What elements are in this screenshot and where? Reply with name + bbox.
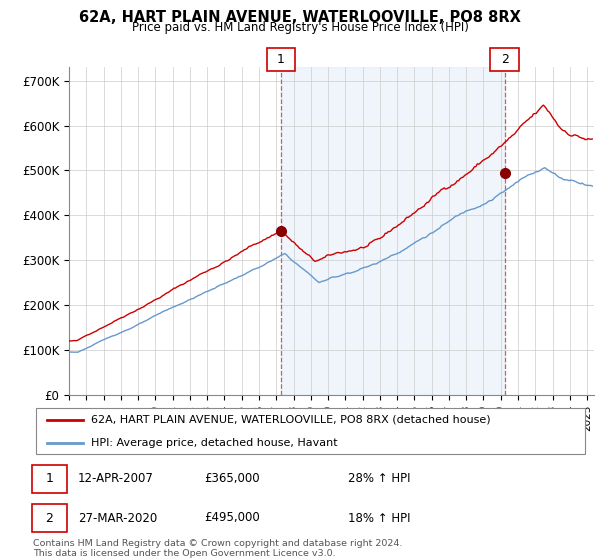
Text: 27-MAR-2020: 27-MAR-2020 [78, 511, 157, 525]
Text: 62A, HART PLAIN AVENUE, WATERLOOVILLE, PO8 8RX: 62A, HART PLAIN AVENUE, WATERLOOVILLE, P… [79, 10, 521, 25]
Text: 2: 2 [45, 511, 53, 525]
Text: 62A, HART PLAIN AVENUE, WATERLOOVILLE, PO8 8RX (detached house): 62A, HART PLAIN AVENUE, WATERLOOVILLE, P… [91, 414, 491, 424]
Text: £495,000: £495,000 [204, 511, 260, 525]
Text: Price paid vs. HM Land Registry's House Price Index (HPI): Price paid vs. HM Land Registry's House … [131, 21, 469, 34]
Text: 1: 1 [45, 472, 53, 486]
Text: 18% ↑ HPI: 18% ↑ HPI [348, 511, 410, 525]
Text: 1: 1 [277, 53, 285, 66]
Text: 2: 2 [501, 53, 509, 66]
Text: 12-APR-2007: 12-APR-2007 [78, 472, 154, 486]
Text: Contains HM Land Registry data © Crown copyright and database right 2024.
This d: Contains HM Land Registry data © Crown c… [33, 539, 403, 558]
Bar [281, 67, 505, 395]
FancyBboxPatch shape [36, 408, 585, 454]
Text: HPI: Average price, detached house, Havant: HPI: Average price, detached house, Hava… [91, 438, 338, 448]
Text: 28% ↑ HPI: 28% ↑ HPI [348, 472, 410, 486]
Text: £365,000: £365,000 [204, 472, 260, 486]
